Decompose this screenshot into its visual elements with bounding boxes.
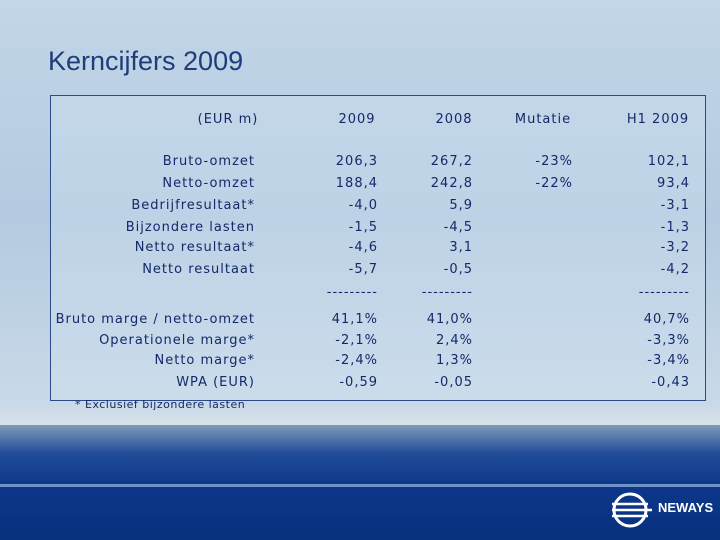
table-cell: 3,1	[449, 240, 473, 255]
table-cell: ---------	[638, 285, 690, 300]
table-frame	[50, 95, 706, 401]
table-cell: -4,5	[443, 220, 473, 235]
table-cell: -4,0	[348, 198, 378, 213]
logo-icon	[612, 492, 652, 528]
row-label: Operationele marge*	[99, 333, 255, 348]
table-cell: 1,3%	[435, 353, 473, 368]
table-cell: -0,5	[443, 262, 473, 277]
header-cell: H1 2009	[626, 112, 690, 127]
table-cell: -1,5	[348, 220, 378, 235]
header-cell: Mutatie	[514, 112, 572, 127]
row-label: Bijzondere lasten	[125, 220, 255, 235]
table-cell: -22%	[535, 176, 573, 191]
table-cell: -0,59	[339, 375, 378, 390]
row-label: Bedrijfresultaat*	[131, 198, 255, 213]
table-cell: -4,2	[660, 262, 690, 277]
row-label: Bruto-omzet	[162, 154, 255, 169]
table-cell: ---------	[421, 285, 473, 300]
table-cell: 2,4%	[435, 333, 473, 348]
table-cell: -2,4%	[335, 353, 378, 368]
table-cell: 5,9	[449, 198, 473, 213]
table-cell: -5,7	[348, 262, 378, 277]
table-cell: -0,05	[434, 375, 473, 390]
table-cell: 242,8	[430, 176, 473, 191]
table-cell: 41,1%	[331, 312, 378, 327]
table-cell: 40,7%	[643, 312, 690, 327]
table-cell: 188,4	[335, 176, 378, 191]
table-cell: -3,4%	[647, 353, 690, 368]
table-cell: 206,3	[335, 154, 378, 169]
row-label: Netto resultaat*	[134, 240, 255, 255]
table-cell: -3,3%	[647, 333, 690, 348]
header-cell: (EUR m)	[197, 112, 259, 127]
table-cell: -4,6	[348, 240, 378, 255]
table-cell: 41,0%	[426, 312, 473, 327]
footer-band	[0, 425, 720, 540]
table-cell: -0,43	[651, 375, 690, 390]
slide-title: Kerncijfers 2009	[48, 46, 244, 76]
row-label: Netto-omzet	[162, 176, 255, 191]
table-cell: -3,1	[660, 198, 690, 213]
header-cell: 2009	[338, 112, 376, 127]
row-label: Netto resultaat	[142, 262, 255, 277]
row-label: Netto marge*	[154, 353, 255, 368]
table-cell: ---------	[326, 285, 378, 300]
table-cell: -2,1%	[335, 333, 378, 348]
table-cell: -23%	[535, 154, 573, 169]
table-cell: 102,1	[647, 154, 690, 169]
table-cell: 93,4	[657, 176, 690, 191]
footer-line	[0, 484, 720, 487]
header-cell: 2008	[435, 112, 473, 127]
table-cell: -1,3	[660, 220, 690, 235]
footnote: * Exclusief bijzondere lasten	[75, 398, 246, 411]
table-cell: -3,2	[660, 240, 690, 255]
table-cell: 267,2	[430, 154, 473, 169]
row-label: WPA (EUR)	[176, 375, 255, 390]
logo-text: NEWAYS	[658, 500, 714, 515]
row-label: Bruto marge / netto-omzet	[55, 312, 255, 327]
